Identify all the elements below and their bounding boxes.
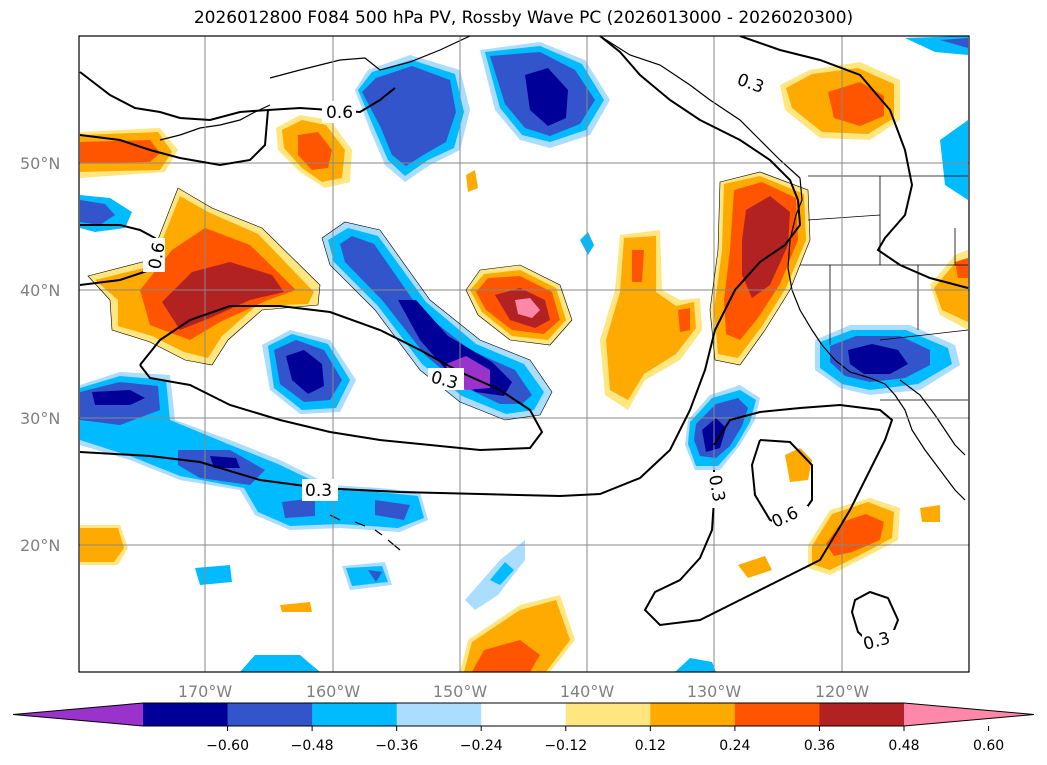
lon-label: 120°W — [815, 682, 870, 701]
negative-anomaly — [940, 38, 968, 48]
positive-anomaly — [742, 196, 790, 298]
alaska-coast — [269, 36, 471, 79]
lon-label: 160°W — [306, 682, 361, 701]
colorbar-segment — [481, 703, 567, 726]
contour-line — [643, 403, 894, 627]
contour-label: 0.3 — [704, 473, 728, 503]
negative-anomaly — [282, 498, 315, 518]
colorbar-tick-label: −0.12 — [544, 738, 587, 754]
positive-anomaly — [472, 640, 540, 672]
anomaly-outline — [465, 264, 573, 346]
negative-anomaly — [675, 658, 716, 672]
pv-shading — [80, 36, 968, 672]
positive-anomaly — [298, 132, 332, 170]
negative-anomaly — [346, 566, 388, 586]
map-title: 2026012800 F084 500 hPa PV, Rossby Wave … — [193, 8, 854, 28]
state-borders — [800, 176, 969, 401]
positive-anomaly — [632, 250, 644, 282]
contour-label: 0.6 — [326, 103, 353, 123]
negative-anomaly — [940, 120, 968, 200]
negative-anomaly — [525, 68, 568, 126]
anomaly-outline — [87, 187, 321, 366]
colorbar-extend-low — [13, 703, 143, 726]
alaska-panhandle-coast — [599, 36, 801, 179]
contour-line — [79, 71, 396, 122]
aleutian-islands — [159, 104, 271, 141]
contour-label: 0.3 — [305, 481, 332, 501]
positive-anomaly — [785, 448, 812, 482]
colorbar-extend-high — [904, 703, 1034, 726]
positive-anomaly — [738, 556, 772, 578]
lon-label: 150°W — [433, 682, 488, 701]
lat-label: 20°N — [20, 536, 60, 555]
lon-label: 130°W — [687, 682, 742, 701]
colorbar-segment — [819, 703, 905, 726]
negative-anomaly — [375, 500, 410, 520]
negative-anomaly — [240, 655, 320, 672]
map-frame — [78, 35, 970, 673]
negative-anomaly — [362, 66, 456, 166]
colorbar-tick-label: 0.48 — [888, 738, 919, 754]
gulf-of-california-coast — [899, 379, 966, 456]
positive-anomaly — [606, 236, 696, 400]
colorbar-tick-label: 0.12 — [635, 738, 666, 754]
negative-anomaly — [195, 565, 232, 585]
contour-label-group: 0.6 0.6 0.3 0.3 0.3 0.6 0.3 0.3 — [143, 69, 898, 655]
colorbar-segment — [396, 703, 482, 726]
positive-anomaly — [280, 602, 312, 612]
negative-anomaly — [286, 350, 324, 394]
colorbar: −0.60 −0.48 −0.36 −0.24 −0.12 0.12 0.24 0.36 0.4… — [12, 702, 1035, 754]
positive-anomaly — [466, 170, 478, 192]
colorbar-segment — [565, 703, 651, 726]
positive-anomaly — [515, 298, 540, 318]
contour-line — [79, 109, 269, 167]
colorbar-tick-label: −0.36 — [375, 738, 418, 754]
negative-anomaly — [80, 200, 115, 225]
positive-anomaly — [955, 258, 968, 278]
colorbar-segment — [143, 703, 229, 726]
negative-anomaly — [848, 344, 908, 374]
lat-label: 50°N — [20, 154, 60, 173]
colorbar-tick-label: 0.36 — [804, 738, 835, 754]
anomaly-outline — [321, 221, 553, 421]
colorbar-segment — [734, 703, 820, 726]
anomaly-outline — [709, 171, 811, 366]
contour-line — [139, 305, 544, 452]
colorbar-tick-label: 0.60 — [973, 738, 1004, 754]
colorbar-segment — [312, 703, 398, 726]
contour-label: 0.6 — [145, 241, 169, 271]
colorbar-outline — [12, 702, 1035, 727]
negative-anomaly — [210, 456, 240, 468]
negative-anomaly — [92, 390, 145, 405]
hawaii-islands — [329, 514, 401, 551]
positive-anomaly — [678, 308, 690, 332]
lat-label: 40°N — [20, 281, 60, 300]
pv-outlines — [87, 171, 811, 421]
contour-line — [739, 36, 969, 289]
colorbar-tick-label: −0.60 — [206, 738, 249, 754]
lon-label: 170°W — [178, 682, 233, 701]
colorbar-tick-label: −0.48 — [291, 738, 334, 754]
colorbar-segment — [650, 703, 736, 726]
positive-anomaly — [80, 140, 160, 163]
borders — [800, 175, 969, 401]
lon-label: 140°W — [560, 682, 615, 701]
lat-label: 30°N — [20, 409, 60, 428]
positive-anomaly — [162, 262, 284, 330]
negative-anomaly — [368, 570, 382, 582]
negative-anomaly — [490, 562, 514, 585]
positive-anomaly — [920, 505, 940, 522]
colorbar-segment — [227, 703, 313, 726]
contour-line — [79, 36, 802, 498]
gridlines — [79, 36, 969, 672]
colorbar-tick-label: −0.24 — [460, 738, 503, 754]
colorbar-tick-label: 0.24 — [719, 738, 750, 754]
